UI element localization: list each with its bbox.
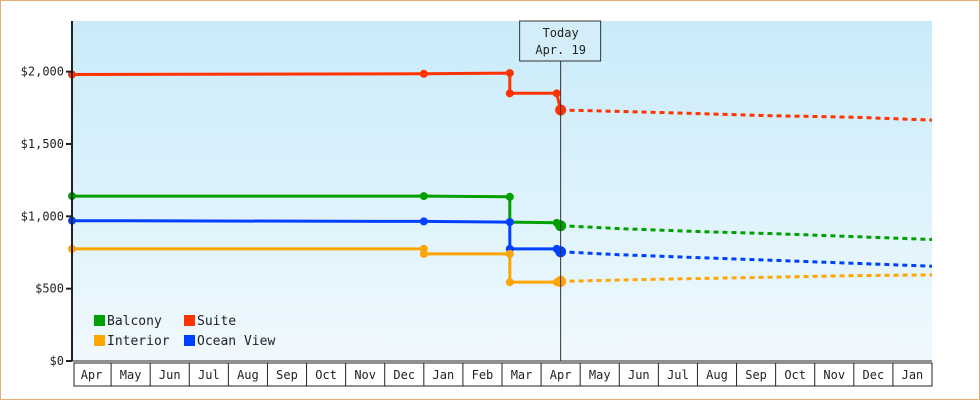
x-tick-label: Jan: [433, 368, 455, 382]
series-layer: [68, 69, 933, 287]
price-point: [505, 278, 514, 287]
x-tick-label: Jul: [667, 368, 689, 382]
today-box: [519, 20, 602, 62]
x-tick-label: Dec: [393, 368, 415, 382]
x-tick-label: Jan: [902, 368, 924, 382]
price-point: [505, 89, 514, 98]
price-point: [552, 89, 561, 98]
price-point: [505, 192, 514, 201]
x-tick-label: Oct: [784, 368, 806, 382]
legend-item-ocean-view: Ocean View: [184, 334, 275, 349]
x-tick-label: Sep: [745, 368, 767, 382]
y-tick-label: $1,500: [21, 137, 64, 151]
today-marker: Today Apr. 19: [519, 20, 602, 361]
x-tick-label: Feb: [472, 368, 494, 382]
x-tick-label: Nov: [823, 368, 845, 382]
price-point: [419, 69, 428, 78]
axes-layer: $0 $500 $1,000 $1,500 $2,000 Apr May Jun Jul Aug S…: [21, 21, 933, 387]
price-point: [505, 249, 514, 258]
x-tick-label: May: [120, 368, 142, 382]
forecast-line: [560, 108, 933, 122]
x-axis-box: [73, 362, 933, 387]
legend-label: Balcony: [107, 314, 162, 329]
legend-swatch: [94, 335, 105, 346]
x-tick-label: Dec: [863, 368, 885, 382]
x-tick-label: Aug: [706, 368, 728, 382]
today-date: Apr. 19: [535, 43, 586, 57]
legend-label: Interior: [107, 334, 170, 349]
x-tick-label: Jun: [628, 368, 650, 382]
legend: Balcony Suite Interior Ocean View: [94, 314, 275, 349]
y-tick-label: $2,000: [21, 65, 64, 79]
x-tick-label: Aug: [237, 368, 259, 382]
legend-label: Ocean View: [197, 334, 275, 349]
x-tick-label: Nov: [354, 368, 376, 382]
x-tick-label: Oct: [315, 368, 337, 382]
x-tick-label: Mar: [511, 368, 533, 382]
plot-area: [72, 21, 932, 361]
x-tick-label: May: [589, 368, 611, 382]
price-point: [419, 217, 428, 226]
x-tick-label: Jun: [159, 368, 181, 382]
legend-swatch: [184, 335, 195, 346]
forecast-line: [560, 224, 933, 241]
x-tick-label: Apr: [550, 368, 572, 382]
legend-item-interior: Interior: [94, 334, 170, 349]
legend-item-suite: Suite: [184, 314, 236, 329]
series-interior: [68, 244, 933, 287]
x-tick-label: Sep: [276, 368, 298, 382]
price-point: [505, 218, 514, 227]
x-tick-label: Jul: [198, 368, 220, 382]
today-label: Today: [543, 26, 579, 40]
y-tick-label: $0: [50, 354, 64, 368]
forecast-line: [560, 273, 933, 283]
y-tick-label: $500: [35, 282, 64, 296]
legend-item-balcony: Balcony: [94, 314, 162, 329]
x-tick-label: Apr: [81, 368, 103, 382]
price-point: [505, 69, 514, 78]
legend-label: Suite: [197, 314, 236, 329]
legend-swatch: [94, 315, 105, 326]
legend-swatch: [184, 315, 195, 326]
price-point: [419, 249, 428, 258]
series-ocean-view: [68, 216, 933, 268]
price-point: [419, 192, 428, 201]
forecast-line: [560, 250, 933, 268]
y-tick-label: $1,000: [21, 209, 64, 223]
